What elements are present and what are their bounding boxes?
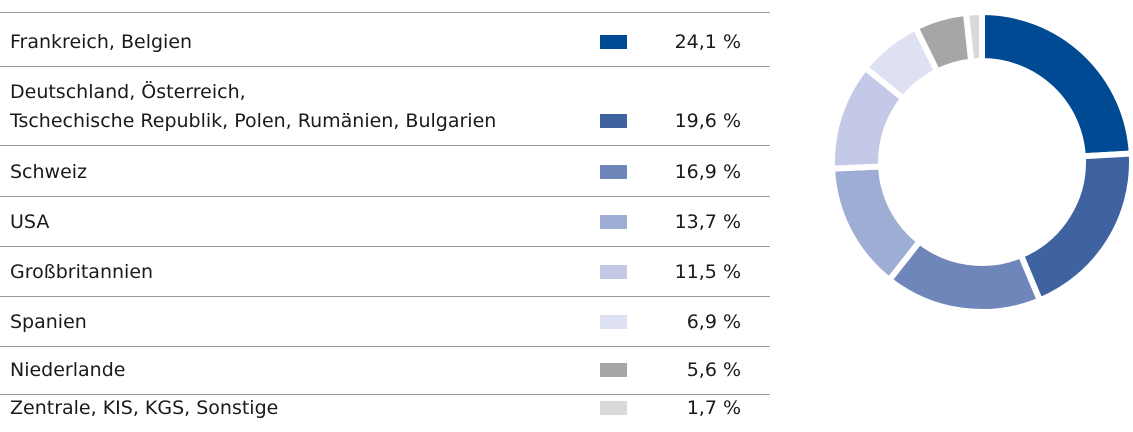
- value-label: 24,1 %: [674, 30, 741, 53]
- row-divider: [0, 296, 770, 297]
- legend-label: Deutschland, Österreich, Tschechische Re…: [10, 80, 497, 132]
- legend-swatch: [600, 165, 627, 179]
- legend-label: Zentrale, KIS, KGS, Sonstige: [10, 396, 279, 419]
- legend-label: Spanien: [10, 310, 87, 333]
- legend-swatch: [600, 265, 627, 279]
- row-divider: [0, 394, 770, 395]
- value-label: 11,5 %: [674, 260, 741, 283]
- row-divider: [0, 346, 770, 347]
- donut-segment: [962, 8, 985, 65]
- legend-swatch: [600, 215, 627, 229]
- legend-swatch: [600, 35, 627, 49]
- row-divider: [0, 246, 770, 247]
- legend-swatch: [600, 315, 627, 329]
- legend-swatch: [600, 401, 627, 415]
- value-label: 5,6 %: [686, 358, 741, 381]
- value-label: 6,9 %: [686, 310, 741, 333]
- legend-swatch: [600, 114, 627, 128]
- value-label: 13,7 %: [674, 210, 741, 233]
- legend-label: Schweiz: [10, 160, 88, 183]
- row-divider: [0, 196, 770, 197]
- legend-label: Niederlande: [10, 358, 126, 381]
- row-divider: [0, 145, 770, 146]
- donut-segment: [979, 8, 1133, 160]
- legend-label: Großbritannien: [10, 260, 154, 283]
- row-divider: [0, 12, 770, 13]
- legend-label: USA: [10, 210, 50, 233]
- value-label: 16,9 %: [674, 160, 741, 183]
- value-label: 1,7 %: [686, 396, 741, 419]
- value-label: 19,6 %: [674, 109, 741, 132]
- legend-swatch: [600, 363, 627, 377]
- legend-label: Frankreich, Belgien: [10, 30, 193, 53]
- row-divider: [0, 66, 770, 67]
- donut-segment: [829, 163, 924, 285]
- donut-segment: [1017, 150, 1133, 305]
